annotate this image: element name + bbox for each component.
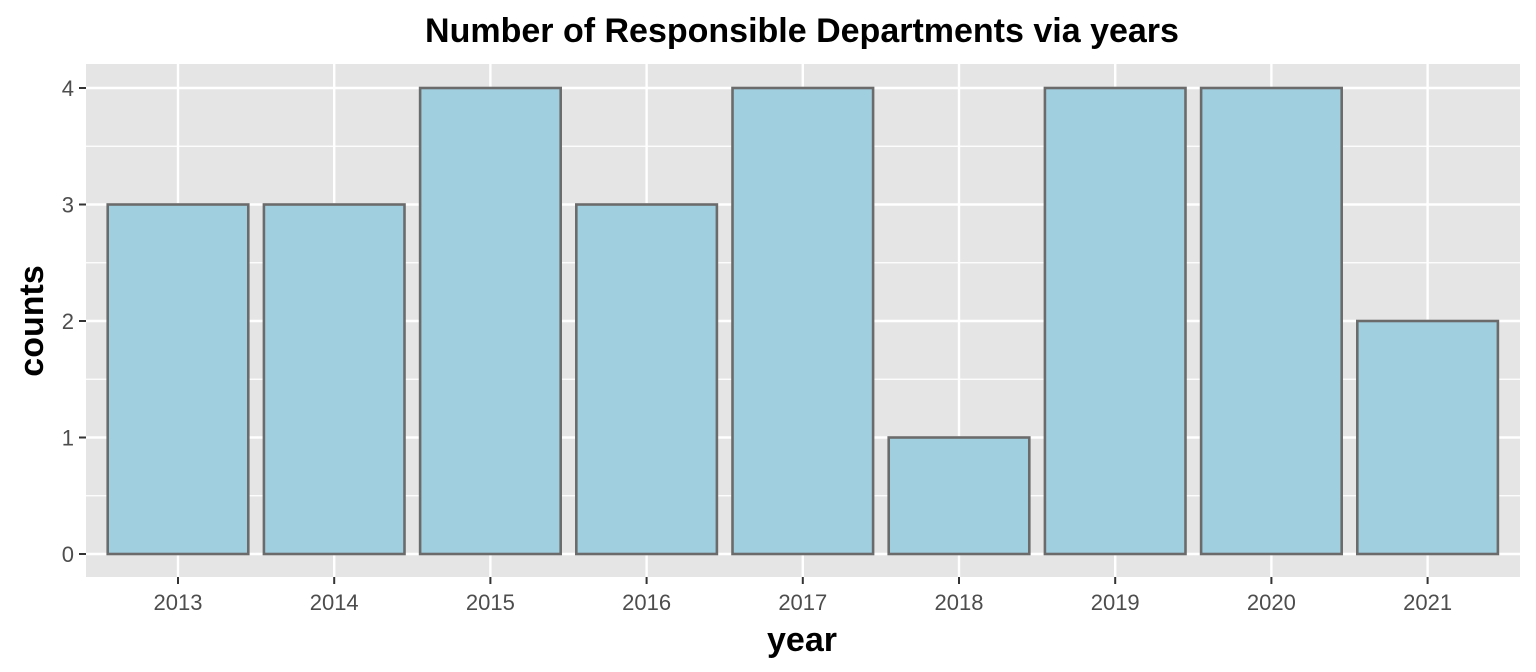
bars bbox=[106, 86, 1500, 556]
bar-2015 bbox=[418, 86, 562, 556]
x-tick-label: 2021 bbox=[1403, 590, 1452, 615]
x-tick-label: 2015 bbox=[466, 590, 515, 615]
bar-2020 bbox=[1199, 86, 1343, 556]
x-tick-label: 2016 bbox=[622, 590, 671, 615]
x-tick-label: 2014 bbox=[310, 590, 359, 615]
x-tick-label: 2013 bbox=[154, 590, 203, 615]
bar-2013 bbox=[106, 203, 250, 556]
x-tick-label: 2019 bbox=[1091, 590, 1140, 615]
bar-2019 bbox=[1043, 86, 1187, 556]
y-tick-label: 0 bbox=[62, 542, 74, 567]
bar-2021 bbox=[1356, 319, 1500, 556]
bar-2017 bbox=[731, 86, 875, 556]
bar-2016 bbox=[575, 203, 719, 556]
x-tick-label: 2017 bbox=[778, 590, 827, 615]
bar-2014 bbox=[262, 203, 406, 556]
x-axis-title: year bbox=[767, 621, 837, 659]
x-tick-label: 2020 bbox=[1247, 590, 1296, 615]
bar-2018 bbox=[887, 436, 1031, 556]
chart-title: Number of Responsible Departments via ye… bbox=[425, 12, 1179, 50]
y-axis-ticks: 0 1 2 3 4 bbox=[62, 76, 86, 567]
x-tick-label: 2018 bbox=[935, 590, 984, 615]
y-tick-label: 2 bbox=[62, 309, 74, 334]
y-tick-label: 4 bbox=[62, 76, 74, 101]
y-axis-title: counts bbox=[13, 265, 51, 376]
x-axis-ticks: 2013 2014 2015 2016 2017 2018 2019 2020 2021 bbox=[154, 577, 1452, 615]
y-tick-label: 3 bbox=[62, 193, 74, 218]
y-tick-label: 1 bbox=[62, 426, 74, 451]
